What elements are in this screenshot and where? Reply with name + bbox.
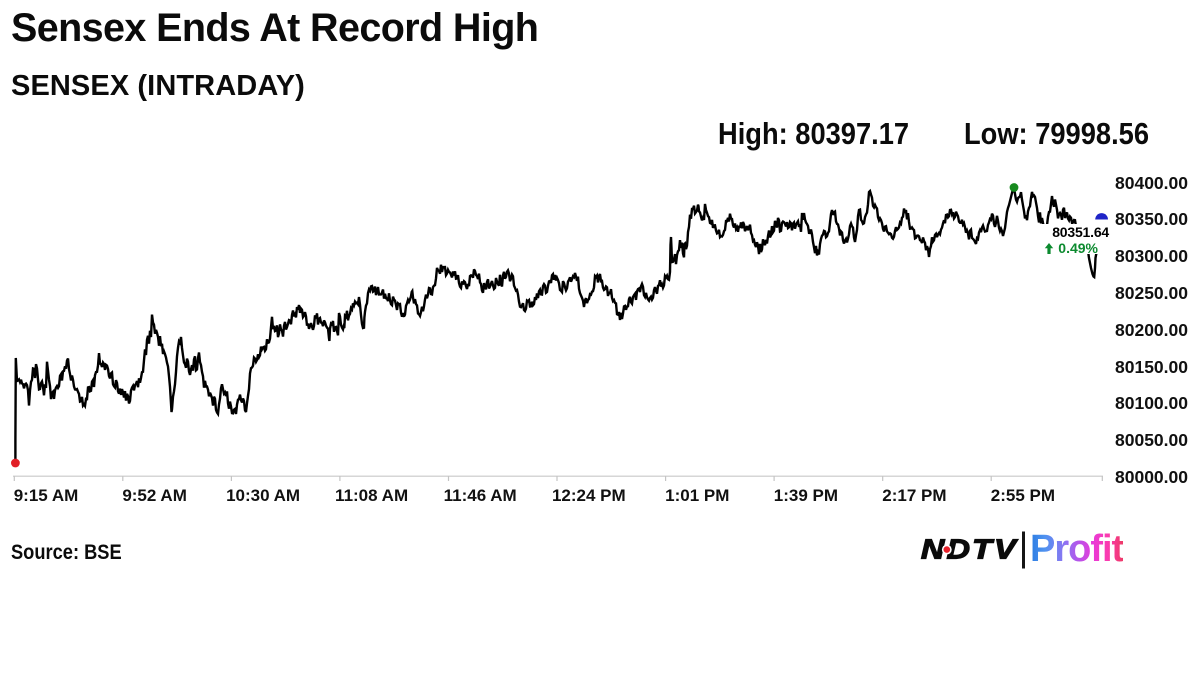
svg-text:NDTV: NDTV <box>921 534 1018 565</box>
